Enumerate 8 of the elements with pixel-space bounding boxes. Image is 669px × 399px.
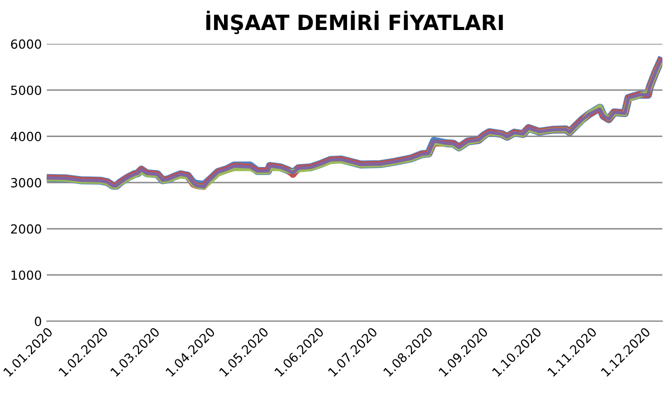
y-tick-label: 0 <box>34 316 42 326</box>
y-tick-label: 4000 <box>10 132 42 142</box>
y-tick-label: 1000 <box>12 270 42 280</box>
chart-title: İNŞAAT DEMİRİ FİYATLARI <box>206 10 503 34</box>
y-tick-label: 2000 <box>11 224 42 234</box>
y-tick-label: 3000 <box>11 178 42 188</box>
y-tick-label: 5000 <box>11 86 42 96</box>
y-tick-label: 6000 <box>11 39 42 49</box>
